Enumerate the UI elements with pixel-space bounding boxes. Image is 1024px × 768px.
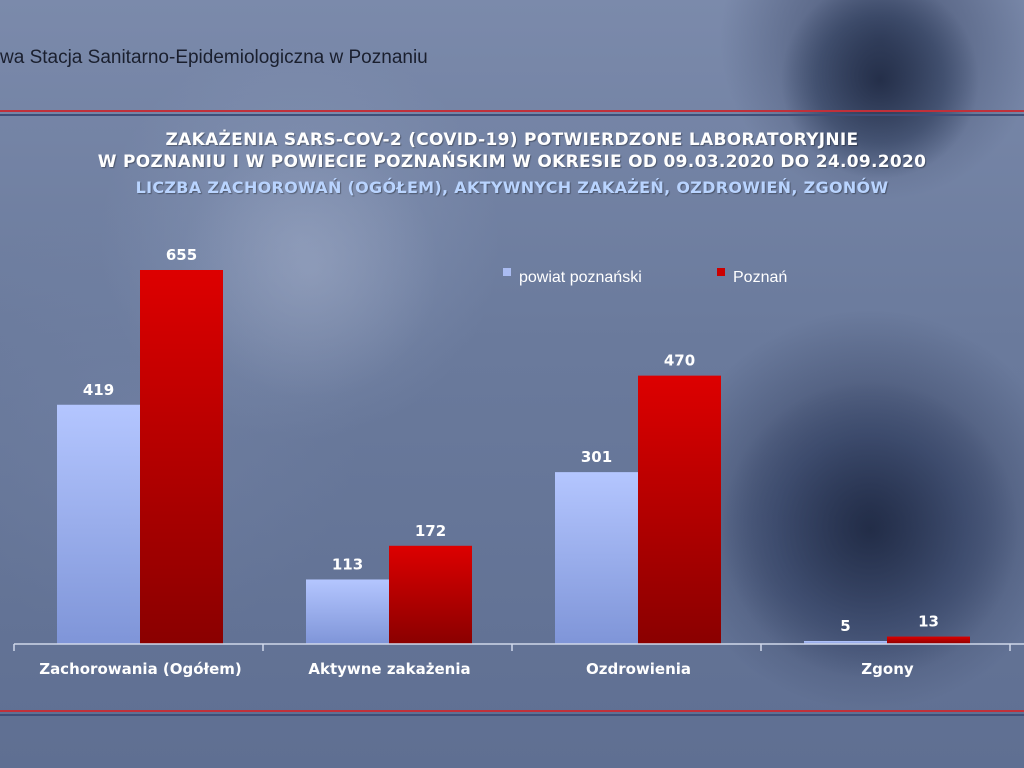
- bar-powiat-3: [804, 641, 887, 644]
- legend-label-powiat: powiat poznański: [519, 269, 642, 286]
- data-label-powiat-3: 5: [840, 617, 850, 635]
- data-label-poznan-1: 172: [415, 522, 446, 540]
- category-label-3: Zgony: [861, 660, 914, 678]
- bar-poznan-1: [389, 545, 472, 644]
- legend-swatch-poznan: [717, 268, 725, 276]
- virus-background-bottom-right: [720, 380, 1020, 680]
- virus-background-top-right: [780, 0, 980, 180]
- data-label-powiat-0: 419: [83, 381, 114, 399]
- top-divider-shadow: [0, 114, 1024, 116]
- bottom-divider-shadow: [0, 714, 1024, 716]
- legend-swatch-powiat: [503, 268, 511, 276]
- data-label-poznan-0: 655: [166, 246, 197, 264]
- category-label-0: Zachorowania (Ogółem): [39, 660, 242, 678]
- legend-label-poznan: Poznań: [733, 269, 787, 286]
- bar-poznan-2: [638, 375, 721, 644]
- bar-poznan-0: [140, 270, 223, 644]
- virus-background-left: [180, 140, 440, 400]
- chart-title-line2: W POZNANIU I W POWIECIE POZNAŃSKIM W OKR…: [97, 152, 927, 172]
- bar-poznan-3: [887, 636, 970, 644]
- chart-title-line1: ZAKAŻENIA SARS-COV-2 (COVID-19) POTWIERD…: [165, 130, 859, 150]
- data-label-poznan-2: 470: [664, 352, 695, 370]
- bar-powiat-1: [306, 579, 389, 644]
- chart-subtitle: LICZBA ZACHOROWAŃ (OGÓŁEM), AKTYWNYCH ZA…: [135, 178, 889, 197]
- bar-powiat-0: [57, 404, 140, 644]
- category-label-2: Ozdrowienia: [586, 660, 691, 678]
- institution-name: wa Stacja Sanitarno-Epidemiologiczna w P…: [0, 47, 428, 68]
- data-label-powiat-1: 113: [332, 555, 363, 573]
- data-label-poznan-3: 13: [918, 613, 939, 631]
- data-label-powiat-2: 301: [581, 448, 612, 466]
- category-label-1: Aktywne zakażenia: [308, 660, 470, 678]
- top-divider: [0, 110, 1024, 112]
- bar-powiat-2: [555, 472, 638, 644]
- bottom-divider: [0, 710, 1024, 712]
